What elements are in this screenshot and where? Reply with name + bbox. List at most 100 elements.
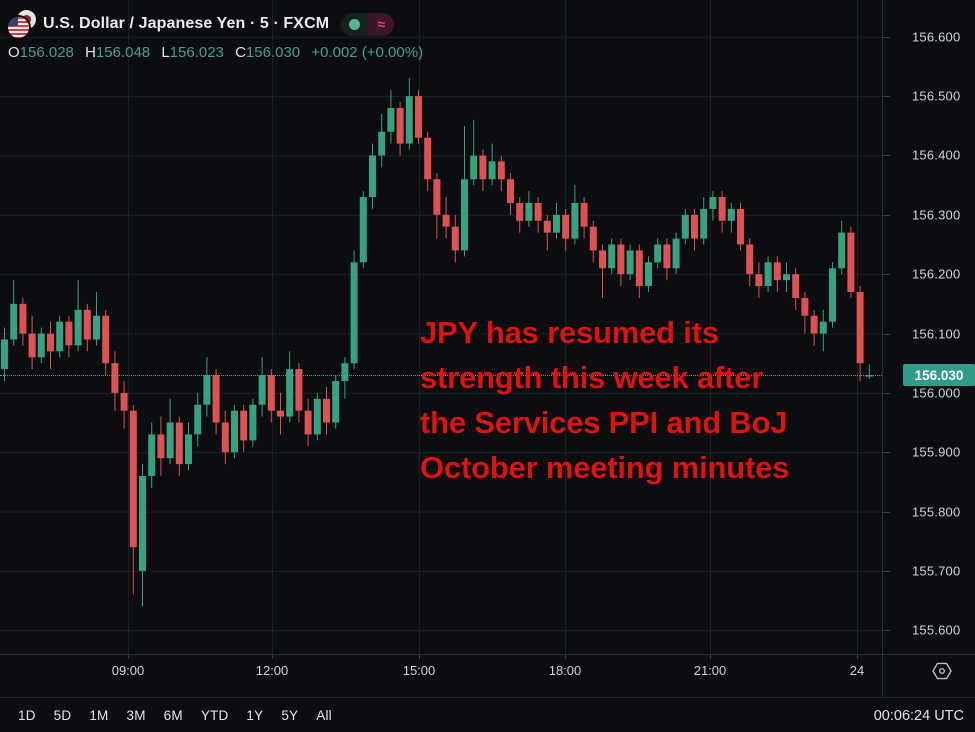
annotation-line: strength this week after (420, 355, 789, 400)
candle (857, 292, 864, 363)
candle (801, 298, 808, 316)
candle (590, 227, 597, 251)
price-axis-tick (883, 630, 890, 631)
range-button-3m[interactable]: 3M (127, 708, 146, 723)
candle (19, 304, 26, 334)
axis-settings-button[interactable] (929, 658, 955, 684)
candle (277, 411, 284, 417)
price-axis-label: 156.000 (912, 385, 960, 400)
candle (29, 334, 36, 358)
symbol-title[interactable]: U.S. Dollar / Japanese Yen · 5 · FXCM (43, 15, 329, 33)
candle (203, 375, 210, 405)
candle (691, 215, 698, 239)
price-axis-label: 156.100 (912, 326, 960, 341)
candle (608, 245, 615, 269)
candle (157, 434, 164, 458)
candle (259, 375, 266, 405)
time-axis-tick (565, 655, 566, 659)
candle (783, 274, 790, 280)
candle (10, 304, 17, 340)
candle (507, 179, 514, 203)
time-axis-label: 24 (850, 663, 864, 678)
time-axis[interactable]: 09:0012:0015:0018:0021:0024 (0, 654, 975, 698)
candle (636, 250, 643, 286)
high-label: H (85, 44, 96, 61)
ohlc-readout: O156.028 H156.048 L156.023 C156.030 +0.0… (8, 44, 423, 61)
candle (811, 316, 818, 334)
candle (470, 155, 477, 179)
timezone-clock[interactable]: 00:06:24 UTC (874, 698, 964, 732)
time-axis-label: 09:00 (112, 663, 145, 678)
price-axis-tick (883, 215, 890, 216)
range-button-ytd[interactable]: YTD (201, 708, 229, 723)
range-button-all[interactable]: All (316, 708, 332, 723)
price-axis[interactable]: 156.030 156.600156.500156.400156.300156.… (883, 0, 975, 654)
price-axis-label: 156.600 (912, 29, 960, 44)
price-axis-tick (883, 452, 890, 453)
candle (323, 399, 330, 423)
market-open-dot-icon (349, 19, 360, 30)
market-status-pill[interactable]: ≈ (341, 13, 394, 36)
candle (774, 262, 781, 280)
candle (314, 399, 321, 435)
candle (1, 339, 8, 369)
candle (231, 411, 238, 453)
candle (75, 310, 82, 346)
candle (746, 245, 753, 275)
price-axis-tick (883, 96, 890, 97)
price-axis-label: 155.900 (912, 445, 960, 460)
time-axis-tick (857, 655, 858, 659)
candle (709, 197, 716, 209)
time-axis-tick (419, 655, 420, 659)
candle (544, 221, 551, 233)
candle (47, 334, 54, 352)
low-label: L (161, 44, 169, 61)
candle (525, 203, 532, 221)
candle (654, 245, 661, 263)
range-button-1y[interactable]: 1Y (246, 708, 263, 723)
candle (581, 203, 588, 227)
candle (847, 233, 854, 292)
candle (663, 245, 670, 269)
candle (148, 434, 155, 476)
candle (820, 322, 827, 334)
range-button-6m[interactable]: 6M (164, 708, 183, 723)
last-price-badge: 156.030 (903, 364, 975, 386)
time-axis-label: 15:00 (403, 663, 436, 678)
range-button-5d[interactable]: 5D (54, 708, 72, 723)
candle (351, 262, 358, 363)
candle (737, 209, 744, 245)
range-button-1m[interactable]: 1M (89, 708, 108, 723)
close-label: C (235, 44, 246, 61)
price-axis-label: 155.800 (912, 504, 960, 519)
symbol-legend: U.S. Dollar / Japanese Yen · 5 · FXCM ≈ … (8, 10, 423, 61)
candle (755, 274, 762, 286)
price-axis-label: 156.200 (912, 267, 960, 282)
price-axis-tick (883, 334, 890, 335)
candle (222, 423, 229, 453)
change-value: +0.002 (+0.00%) (311, 44, 423, 61)
candle (516, 203, 523, 221)
time-axis-tick (128, 655, 129, 659)
candle (111, 363, 118, 393)
candle (562, 215, 569, 239)
time-axis-label: 21:00 (694, 663, 727, 678)
gear-icon (931, 660, 953, 682)
candle (617, 245, 624, 275)
time-axis-tick (272, 655, 273, 659)
candle (93, 316, 100, 340)
candle (627, 250, 634, 274)
open-value: 156.028 (20, 44, 74, 61)
candle (65, 322, 72, 346)
candle (341, 363, 348, 381)
price-axis-tick (883, 274, 890, 275)
chart-plot-area[interactable]: JPY has resumed its strength this week a… (0, 0, 882, 654)
price-axis-tick (883, 155, 890, 156)
price-axis-tick (883, 571, 890, 572)
candle (406, 96, 413, 143)
candle (765, 262, 772, 286)
tradingview-chart-window: JPY has resumed its strength this week a… (0, 0, 975, 732)
candle (378, 132, 385, 156)
range-button-1d[interactable]: 1D (18, 708, 36, 723)
range-button-5y[interactable]: 5Y (281, 708, 298, 723)
